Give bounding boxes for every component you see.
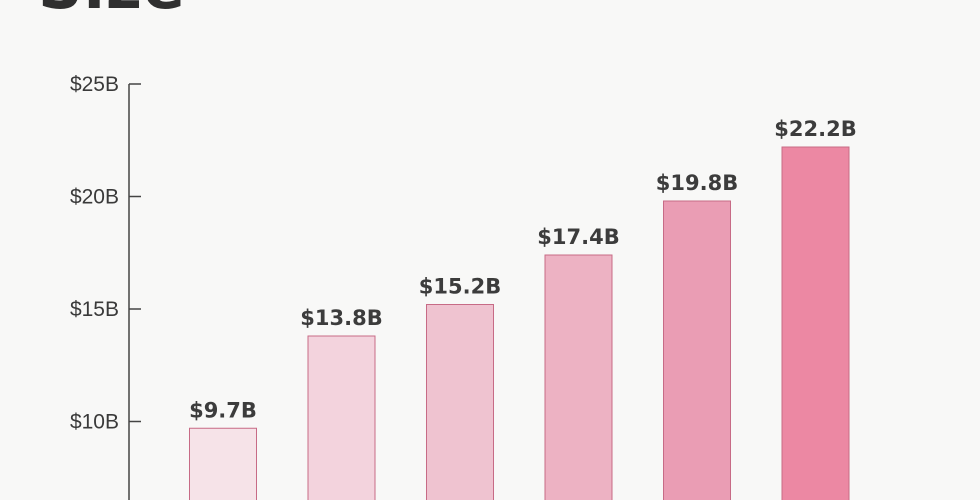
bar xyxy=(544,254,613,500)
bar-series xyxy=(189,146,850,500)
bar-value-label: $22.2B xyxy=(774,117,856,141)
y-axis: $10B $15B $20B $25B xyxy=(70,73,141,500)
y-tick-label: $20B xyxy=(70,186,119,209)
bar-value-label: $9.7B xyxy=(189,398,257,422)
bar-value-label: $17.4B xyxy=(537,225,619,249)
bar-value-label: $13.8B xyxy=(300,306,382,330)
bar-value-label: $15.2B xyxy=(419,275,501,299)
bar xyxy=(663,200,731,500)
bar xyxy=(426,304,494,500)
value-labels: $9.7B $13.8B $15.2B $17.4B $19.8B $22.2B xyxy=(189,117,857,422)
y-tick-label: $25B xyxy=(70,73,119,96)
y-tick-label: $10B xyxy=(70,411,119,434)
y-tick-label: $15B xyxy=(70,298,119,321)
chart-title: Size xyxy=(38,0,186,18)
bar xyxy=(307,335,376,500)
bar-value-label: $19.8B xyxy=(656,171,738,195)
bar xyxy=(781,146,850,500)
bar xyxy=(189,427,257,500)
